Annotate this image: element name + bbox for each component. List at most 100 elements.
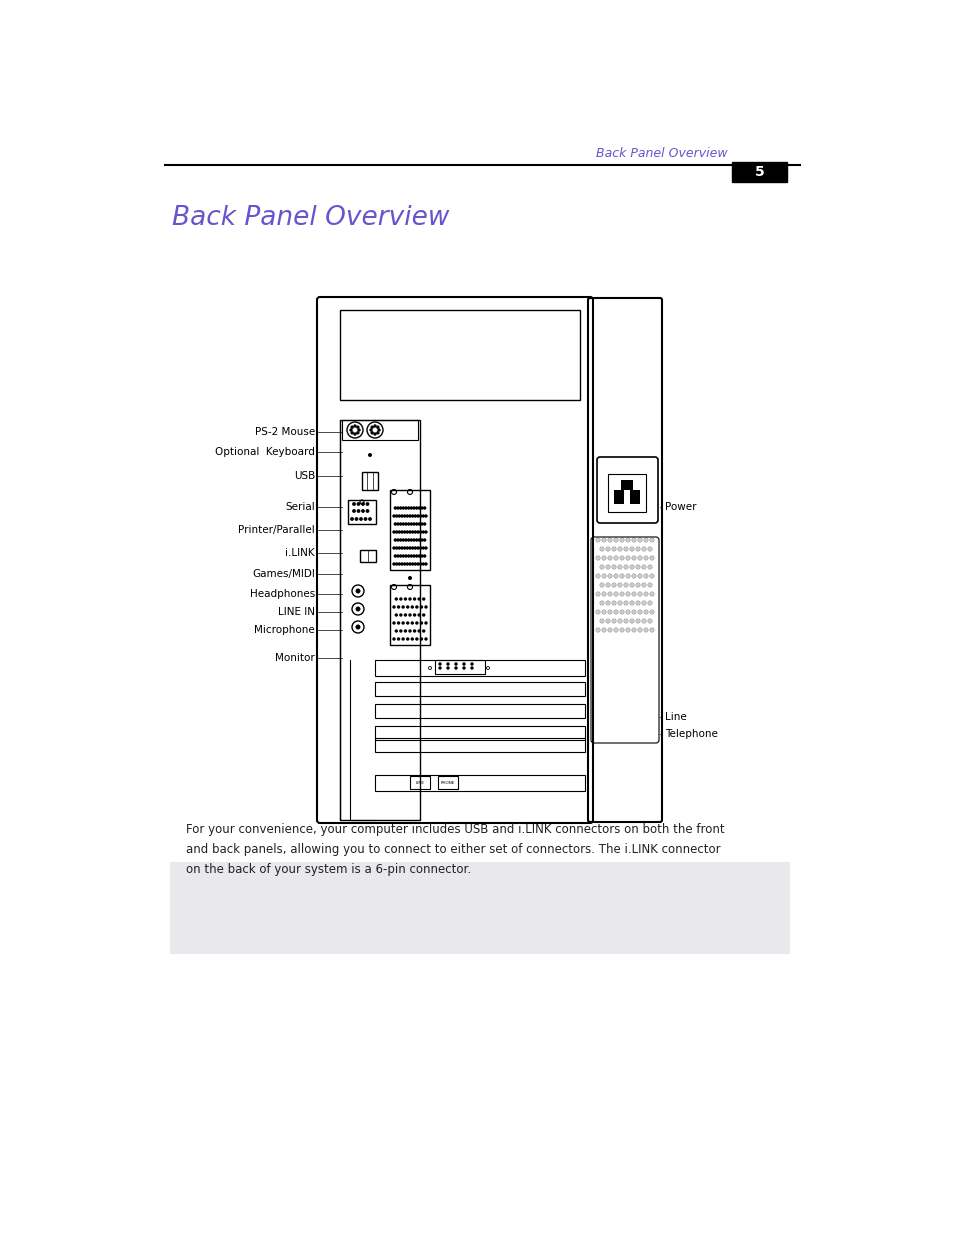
Circle shape bbox=[397, 606, 399, 608]
Circle shape bbox=[414, 598, 416, 600]
Text: Back Panel Overview: Back Panel Overview bbox=[596, 147, 727, 161]
Text: Optional  Keyboard: Optional Keyboard bbox=[214, 447, 314, 457]
Circle shape bbox=[403, 563, 405, 564]
Circle shape bbox=[424, 563, 427, 564]
Circle shape bbox=[607, 574, 612, 578]
Circle shape bbox=[399, 630, 401, 632]
Circle shape bbox=[422, 598, 424, 600]
Circle shape bbox=[409, 614, 411, 616]
Circle shape bbox=[418, 508, 420, 509]
Circle shape bbox=[403, 547, 405, 550]
Circle shape bbox=[607, 627, 612, 632]
Circle shape bbox=[618, 583, 621, 587]
Circle shape bbox=[638, 574, 641, 578]
Circle shape bbox=[407, 538, 409, 541]
Circle shape bbox=[399, 614, 401, 616]
Circle shape bbox=[416, 508, 417, 509]
Bar bbox=[410, 776, 430, 789]
Circle shape bbox=[395, 630, 396, 632]
Circle shape bbox=[422, 531, 424, 534]
Circle shape bbox=[404, 630, 406, 632]
Circle shape bbox=[395, 531, 397, 534]
Circle shape bbox=[403, 531, 405, 534]
Text: PS-2 Mouse: PS-2 Mouse bbox=[254, 427, 314, 437]
Circle shape bbox=[618, 619, 621, 624]
Circle shape bbox=[619, 556, 623, 561]
Circle shape bbox=[601, 610, 605, 614]
Circle shape bbox=[423, 538, 425, 541]
Circle shape bbox=[607, 537, 612, 542]
Text: LINE: LINE bbox=[416, 781, 424, 785]
Circle shape bbox=[599, 619, 603, 624]
Circle shape bbox=[611, 600, 616, 605]
Circle shape bbox=[368, 453, 372, 457]
Bar bbox=[375, 682, 584, 697]
Circle shape bbox=[402, 622, 404, 624]
Circle shape bbox=[405, 555, 407, 557]
Circle shape bbox=[613, 556, 618, 561]
Circle shape bbox=[408, 576, 412, 580]
Circle shape bbox=[605, 547, 610, 551]
Circle shape bbox=[607, 556, 612, 561]
Circle shape bbox=[625, 610, 630, 614]
Circle shape bbox=[393, 638, 395, 640]
Circle shape bbox=[402, 555, 404, 557]
Circle shape bbox=[416, 515, 418, 517]
Circle shape bbox=[405, 522, 407, 525]
Bar bbox=[170, 862, 789, 953]
Circle shape bbox=[423, 555, 425, 557]
Circle shape bbox=[647, 547, 652, 551]
Circle shape bbox=[611, 619, 616, 624]
Circle shape bbox=[412, 515, 414, 517]
Circle shape bbox=[405, 508, 407, 509]
Circle shape bbox=[649, 627, 654, 632]
Text: i.LINK: i.LINK bbox=[285, 548, 314, 558]
Circle shape bbox=[424, 622, 427, 624]
Circle shape bbox=[413, 538, 415, 541]
Circle shape bbox=[409, 598, 411, 600]
Circle shape bbox=[625, 556, 630, 561]
Circle shape bbox=[641, 564, 645, 569]
Circle shape bbox=[354, 425, 355, 427]
Circle shape bbox=[422, 547, 424, 550]
Circle shape bbox=[420, 622, 422, 624]
Circle shape bbox=[596, 627, 599, 632]
Circle shape bbox=[355, 606, 360, 611]
Text: LINE IN: LINE IN bbox=[277, 606, 314, 618]
Circle shape bbox=[601, 574, 605, 578]
Circle shape bbox=[400, 547, 402, 550]
Circle shape bbox=[471, 667, 473, 669]
Circle shape bbox=[355, 517, 357, 520]
Circle shape bbox=[396, 508, 398, 509]
Circle shape bbox=[422, 563, 424, 564]
Circle shape bbox=[613, 537, 618, 542]
Text: Serial: Serial bbox=[285, 501, 314, 513]
Circle shape bbox=[400, 515, 402, 517]
Circle shape bbox=[418, 522, 420, 525]
Circle shape bbox=[396, 522, 398, 525]
Circle shape bbox=[416, 531, 418, 534]
Circle shape bbox=[596, 537, 599, 542]
Circle shape bbox=[641, 547, 645, 551]
Circle shape bbox=[366, 510, 368, 513]
Circle shape bbox=[420, 522, 422, 525]
Circle shape bbox=[394, 538, 395, 541]
Bar bbox=[435, 659, 484, 674]
Circle shape bbox=[397, 622, 399, 624]
Circle shape bbox=[420, 538, 422, 541]
Circle shape bbox=[406, 563, 408, 564]
Circle shape bbox=[611, 547, 616, 551]
Circle shape bbox=[410, 508, 412, 509]
Circle shape bbox=[409, 563, 411, 564]
Bar bbox=[375, 659, 584, 676]
Circle shape bbox=[447, 663, 449, 664]
Circle shape bbox=[423, 522, 425, 525]
Circle shape bbox=[623, 564, 627, 569]
Circle shape bbox=[359, 517, 362, 520]
Circle shape bbox=[409, 547, 411, 550]
Circle shape bbox=[393, 563, 395, 564]
Circle shape bbox=[395, 547, 397, 550]
Circle shape bbox=[419, 547, 421, 550]
Circle shape bbox=[404, 614, 406, 616]
Circle shape bbox=[357, 429, 359, 431]
